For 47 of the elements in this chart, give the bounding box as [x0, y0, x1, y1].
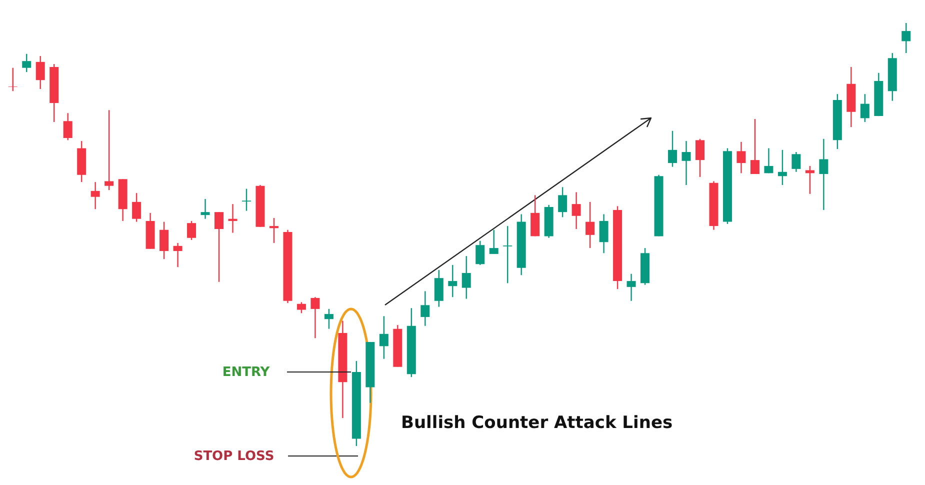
candlestick: [420, 290, 430, 326]
candlestick: [242, 188, 251, 212]
candlestick: [36, 55, 45, 90]
candlestick: [902, 22, 911, 54]
candlestick: [819, 138, 828, 211]
candlestick: [160, 221, 169, 260]
candlestick: [750, 118, 760, 175]
candlestick: [695, 138, 704, 178]
candlestick: [476, 240, 485, 266]
candlestick: [860, 93, 870, 123]
candlestick: [530, 194, 540, 237]
candlestick: [200, 198, 210, 220]
candlestick: [104, 110, 114, 191]
candlestick: [503, 225, 512, 284]
candlestick: [558, 186, 568, 218]
candlestick: [736, 141, 746, 174]
candlestick: [22, 53, 32, 73]
candlestick: [310, 296, 320, 339]
candlestick: [572, 192, 581, 230]
candlestick: [269, 217, 278, 244]
candlestick: [792, 151, 801, 172]
candlestick: [132, 192, 142, 222]
text: STOP LOSS: [194, 449, 274, 464]
candlestick: [63, 112, 72, 141]
text: Bullish Counter Attack Lines: [401, 413, 673, 433]
candlestick: [626, 273, 636, 302]
candlestick: [778, 149, 787, 186]
candlestick: [173, 242, 182, 268]
candlestick: [682, 140, 691, 186]
candlestick: [599, 214, 608, 254]
candlestick: [8, 67, 18, 92]
candlestick: [805, 165, 814, 194]
candlestick: [462, 255, 471, 300]
candlestick: [296, 302, 306, 314]
candlestick: [586, 201, 595, 249]
candlestick: [324, 308, 334, 330]
candlestick: [379, 316, 388, 360]
ref-line-label: ENTRY: [222, 364, 270, 380]
candlestick: [228, 203, 238, 234]
candlestick: [489, 229, 498, 255]
candlestick: [187, 220, 196, 241]
candlestick: [764, 148, 774, 174]
candlestick: [448, 264, 458, 298]
candlestick: [668, 130, 678, 168]
candlestick: [434, 269, 444, 308]
candlestick: [214, 211, 224, 282]
candlestick: [90, 181, 100, 210]
